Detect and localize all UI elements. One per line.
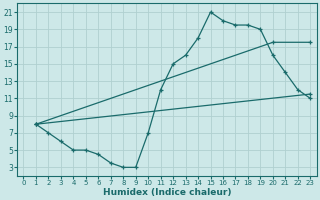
X-axis label: Humidex (Indice chaleur): Humidex (Indice chaleur) [103, 188, 231, 197]
